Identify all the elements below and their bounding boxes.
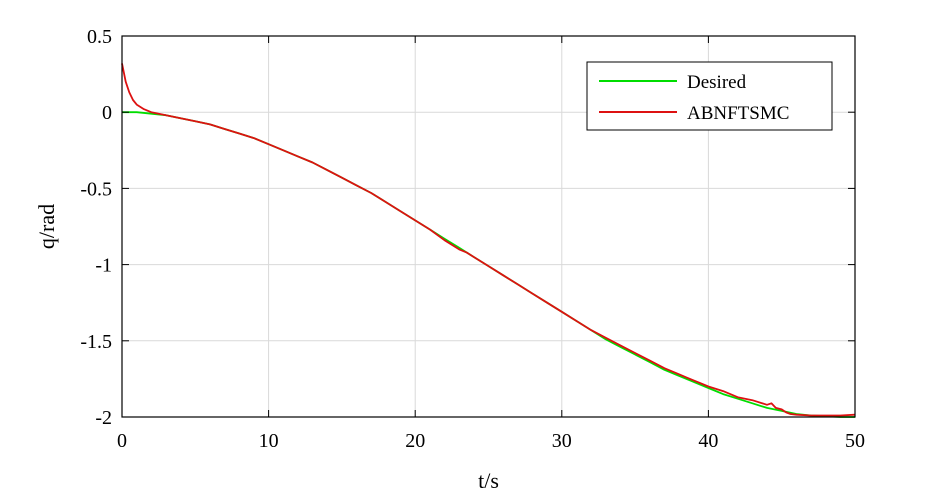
legend-label-abnftsmc: ABNFTSMC	[687, 103, 789, 124]
series-line-abnftsmc	[121, 63, 856, 417]
x-tick-label: 30	[552, 430, 572, 452]
x-tick-label: 20	[405, 430, 425, 452]
y-tick-label: -2	[95, 407, 112, 429]
y-axis-label: q/rad	[34, 204, 59, 249]
y-tick-label: 0	[102, 102, 112, 124]
legend-label-desired: Desired	[687, 72, 747, 93]
x-tick-label: 40	[698, 430, 718, 452]
y-tick-label: -1	[95, 255, 112, 277]
x-axis-label: t/s	[478, 468, 499, 493]
y-tick-label: 0.5	[87, 26, 112, 48]
legend-box	[586, 61, 833, 131]
y-tick-label: -1.5	[80, 331, 112, 353]
x-tick-label: 10	[259, 430, 279, 452]
legend: Desired ABNFTSMC	[586, 61, 833, 131]
axis-ticks: 0 10 20 30 40 50 0.5 0 -0.5 -1 -1.5 -2	[80, 26, 865, 452]
x-tick-label: 50	[845, 430, 865, 452]
x-tick-label: 0	[117, 430, 127, 452]
series-lines	[121, 63, 856, 418]
y-tick-label: -0.5	[80, 178, 112, 200]
plot-frame	[121, 35, 856, 418]
